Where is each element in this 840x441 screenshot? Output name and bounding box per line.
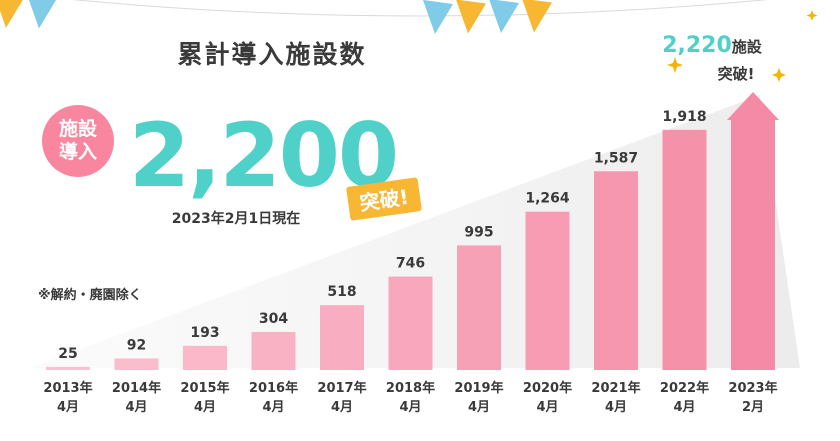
bunting-flag [0,0,23,28]
chart-bar [46,366,90,370]
chart-bar [114,358,159,370]
callout-number-value: 2,220 [662,33,732,58]
x-tick-label: 4月 [673,400,695,415]
bunting-flag [456,0,486,34]
chart-bar [457,245,501,370]
sparkle-icon [772,68,786,82]
chart-bar [183,345,227,370]
chart-bar [594,171,638,370]
x-tick-label: 4月 [331,400,353,415]
page-title: 累計導入施設数 [177,40,366,69]
x-tick-label: 2022年 [660,380,709,396]
bar-value-label: 995 [464,224,493,240]
bar-value-label: 25 [58,346,77,362]
x-tick-label: 4月 [399,400,421,415]
badge-line2: 導入 [59,140,97,163]
callout-number-suffix: 施設 [732,38,763,56]
sparkle-icon [667,57,683,73]
callout-number: 2,220施設 [662,33,763,58]
bar-value-label: 1,918 [662,109,706,125]
chart-bar-arrow [727,92,779,370]
bar-value-label: 1,264 [525,191,570,207]
bunting-string [72,0,768,17]
exclusion-note: ※解約・廃園除く [38,287,142,303]
x-tick-label: 4月 [536,400,558,415]
bunting-garland [0,0,768,34]
x-tick-label: 2013年 [43,380,92,396]
install-badge: 施設 導入 [42,105,114,177]
x-tick-label: 2月 [742,400,764,415]
callout-breakthrough: 突破! [718,65,755,83]
x-tick-label: 4月 [57,400,79,415]
x-tick-label: 4月 [194,400,216,415]
x-tick-label: 2021年 [591,380,640,396]
as-of-date: 2023年2月1日現在 [172,210,300,227]
bar-value-label: 92 [127,337,146,353]
bunting-flag [522,0,552,33]
x-tick-label: 4月 [125,400,147,415]
bunting-flag [423,0,453,34]
breakthrough-tag: 突破! [346,177,422,221]
x-tick-label: 2014年 [112,380,161,396]
chart-bar [320,305,364,370]
chart-bar [388,276,433,370]
bar-value-label: 1,587 [594,150,638,166]
bar-value-label: 518 [327,284,356,300]
x-tick-label: 2023年 [728,380,777,396]
x-tick-label: 2020年 [523,380,572,396]
bunting-flag [489,0,519,34]
x-tick-label: 2017年 [317,380,366,396]
badge-line1: 施設 [59,117,98,140]
chart-bar [251,331,296,370]
x-tick-label: 2016年 [249,380,298,396]
callout: 2,220施設 突破! [661,10,818,83]
x-tick-label: 4月 [262,400,284,415]
bar-value-label: 304 [259,311,288,327]
chart-bar [525,211,570,370]
x-tick-label: 4月 [468,400,490,415]
x-tick-label: 4月 [605,400,627,415]
bar-value-label: 193 [190,325,219,341]
bar-value-label: 746 [396,256,425,272]
x-tick-label: 2015年 [180,380,229,396]
bunting-flag [28,0,57,29]
x-tick-label: 2018年 [386,380,435,396]
x-tick-label: 2019年 [454,380,503,396]
chart-bar [662,129,707,370]
sparkle-icon [806,10,818,21]
